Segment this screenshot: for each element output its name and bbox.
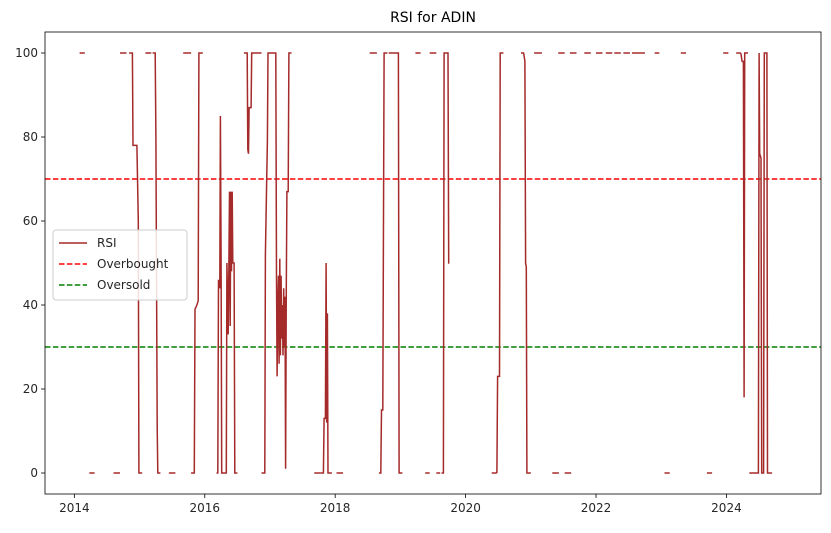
x-tick-label-2016: 2016 [189, 501, 220, 515]
legend: RSI Overbought Oversold [52, 229, 188, 301]
plot-area [45, 52, 821, 474]
y-tick-label-0: 0 [30, 466, 38, 480]
x-tick-label-2022: 2022 [581, 501, 612, 515]
rsi-segment-12 [261, 52, 292, 474]
legend-label-overbought: Overbought [97, 257, 169, 271]
rsi-segment-46 [740, 52, 748, 398]
plot-frame [44, 31, 822, 495]
rsi-segment-11 [243, 52, 262, 154]
rsi-segment-14 [320, 262, 332, 474]
reference-lines [45, 178, 821, 348]
rsi-segment-26 [521, 52, 531, 474]
legend-box [52, 229, 188, 301]
rsi-segment-9 [191, 52, 203, 474]
y-axis: 0 20 40 60 80 100 [15, 46, 45, 480]
x-tick-label-2018: 2018 [320, 501, 351, 515]
rsi-segment-18 [388, 52, 403, 474]
rsi-segment-4 [129, 52, 143, 474]
x-axis: 2014 2016 2018 2020 2022 2024 [59, 494, 742, 515]
rsi-segment-23 [441, 52, 450, 474]
chart-title: RSI for ADIN [390, 10, 476, 26]
y-tick-label-20: 20 [23, 382, 38, 396]
x-tick-label-2014: 2014 [59, 501, 90, 515]
rsi-segment-25 [496, 52, 504, 474]
rsi-segment-10 [216, 115, 238, 474]
x-tick-label-2024: 2024 [711, 501, 742, 515]
y-tick-label-100: 100 [15, 46, 38, 60]
y-tick-label-40: 40 [23, 298, 38, 312]
x-tick-label-2020: 2020 [450, 501, 481, 515]
legend-label-rsi: RSI [97, 236, 117, 250]
rsi-series [79, 52, 773, 474]
rsi-segment-48 [754, 52, 773, 474]
y-tick-label-80: 80 [23, 130, 38, 144]
legend-label-oversold: Oversold [97, 278, 150, 292]
y-tick-label-60: 60 [23, 214, 38, 228]
rsi-segment-17 [378, 52, 388, 474]
